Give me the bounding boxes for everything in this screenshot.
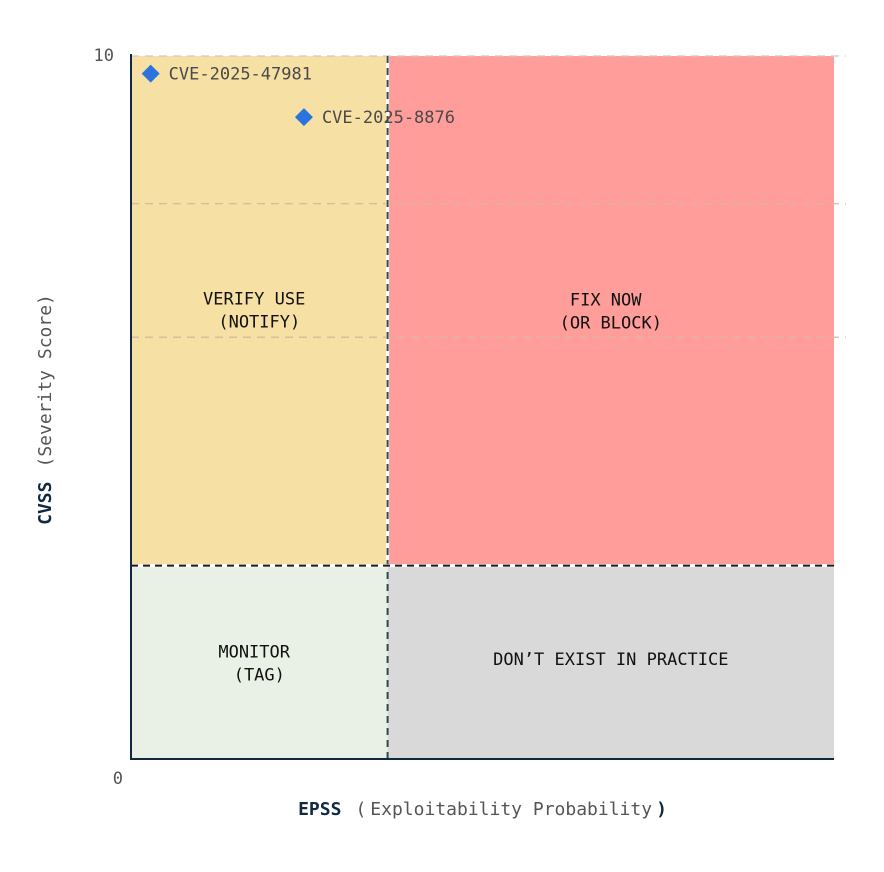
quadrant-label-verify-line1: VERIFY USE <box>203 290 305 310</box>
quadrant-label-verify: VERIFY USE (NOTIFY) <box>203 290 316 333</box>
y-tick-label-bottom: 0 <box>113 769 123 789</box>
quadrant-label-monitor-line1: MONITOR <box>218 643 290 663</box>
quadrant-label-none: DON’T EXIST IN PRACTICE <box>493 650 728 670</box>
y-tick-label-top: 10 <box>94 46 114 66</box>
x-axis-title-close: ) <box>656 799 667 820</box>
x-axis-title-open: ( <box>355 799 366 820</box>
y-axis-title-bold: CVSS <box>35 482 56 525</box>
data-point-label-0: CVE-2025-47981 <box>169 65 312 85</box>
data-points: CVE-2025-47981 CVE-2025-8876 <box>141 64 455 128</box>
y-axis-title-rest: (Severity Score) <box>35 294 56 467</box>
quadrant-label-fix-line1: FIX NOW <box>570 291 642 311</box>
quadrant-label-monitor-line2: (TAG) <box>234 666 285 686</box>
quadrant-verify-use <box>131 56 388 566</box>
quadrant-label-none-line1: DON’T EXIST IN PRACTICE <box>493 650 728 670</box>
gridlines <box>131 55 846 338</box>
data-point-label-1: CVE-2025-8876 <box>322 108 455 128</box>
quadrant-label-fix-line2: (OR BLOCK) <box>560 314 662 334</box>
x-axis-title-rest: Exploitability Probability <box>370 799 652 820</box>
quadrant-dont-exist <box>387 565 834 759</box>
quadrant-label-fix: FIX NOW (OR BLOCK) <box>560 291 662 334</box>
quadrant-monitor <box>131 565 388 759</box>
quadrant-fix-now <box>387 56 834 566</box>
data-point-marker-0[interactable] <box>141 64 160 83</box>
x-axis-title: EPSS ( Exploitability Probability ) <box>298 799 667 820</box>
x-axis-title-bold: EPSS <box>298 799 341 820</box>
quadrant-label-verify-line2: (NOTIFY) <box>218 313 300 333</box>
quadrant-label-monitor: MONITOR (TAG) <box>218 643 300 686</box>
y-axis-title: CVSS (Severity Score) <box>35 294 56 525</box>
data-point-marker-1[interactable] <box>294 108 313 127</box>
